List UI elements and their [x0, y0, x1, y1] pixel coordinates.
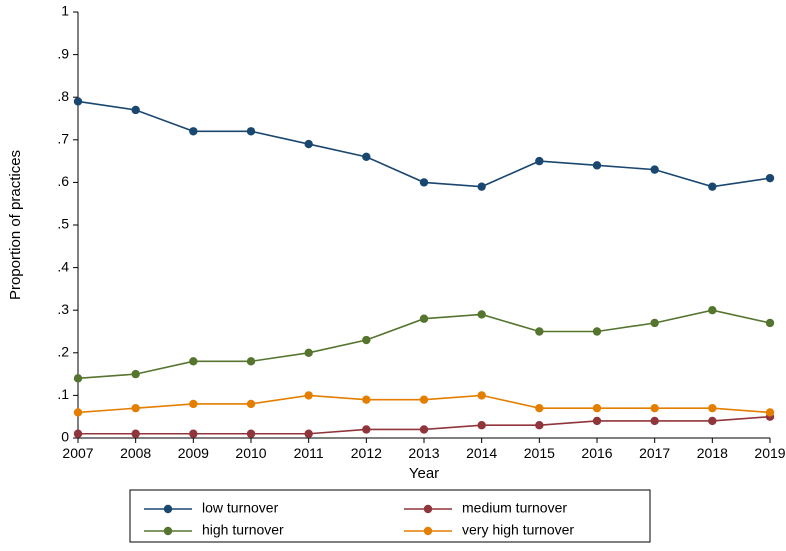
x-tick-label: 2015: [524, 445, 555, 461]
x-tick-label: 2013: [408, 445, 439, 461]
data-point: [420, 315, 428, 323]
data-point: [189, 430, 197, 438]
x-tick-label: 2016: [581, 445, 612, 461]
y-tick-label: .4: [57, 258, 69, 274]
legend-label: very high turnover: [462, 522, 574, 538]
data-point: [362, 336, 370, 344]
data-point: [708, 306, 716, 314]
x-tick-label: 2011: [294, 445, 324, 461]
data-point: [535, 404, 543, 412]
data-point: [131, 370, 139, 378]
data-point: [304, 140, 312, 148]
data-point: [535, 421, 543, 429]
data-point: [74, 374, 82, 382]
data-point: [74, 408, 82, 416]
data-point: [708, 417, 716, 425]
data-point: [247, 357, 255, 365]
x-tick-label: 2010: [235, 445, 266, 461]
data-point: [535, 327, 543, 335]
data-point: [766, 174, 774, 182]
legend-label: low turnover: [202, 500, 279, 516]
y-tick-label: .5: [57, 216, 69, 232]
data-point: [189, 357, 197, 365]
y-tick-label: .9: [57, 45, 69, 61]
data-point: [131, 430, 139, 438]
y-axis-label: Proportion of practices: [7, 150, 24, 300]
x-tick-label: 2018: [697, 445, 728, 461]
data-point: [247, 127, 255, 135]
data-point: [650, 404, 658, 412]
legend-label: medium turnover: [462, 500, 567, 516]
data-point: [131, 404, 139, 412]
data-point: [708, 404, 716, 412]
x-tick-label: 2017: [639, 445, 670, 461]
data-point: [535, 157, 543, 165]
data-point: [189, 400, 197, 408]
data-point: [766, 408, 774, 416]
data-point: [131, 106, 139, 114]
x-tick-label: 2012: [351, 445, 382, 461]
data-point: [708, 182, 716, 190]
data-point: [650, 165, 658, 173]
data-point: [420, 425, 428, 433]
x-tick-label: 2019: [754, 445, 785, 461]
y-tick-label: .1: [57, 386, 69, 402]
data-point: [304, 349, 312, 357]
data-point: [593, 404, 601, 412]
data-point: [477, 182, 485, 190]
data-point: [766, 319, 774, 327]
data-point: [477, 421, 485, 429]
x-tick-label: 2007: [62, 445, 93, 461]
y-tick-label: .7: [57, 131, 69, 147]
x-tick-label: 2008: [120, 445, 151, 461]
y-tick-label: 1: [61, 3, 69, 19]
data-point: [593, 161, 601, 169]
data-point: [362, 395, 370, 403]
x-axis-label: Year: [409, 465, 439, 482]
chart-container: { "chart": { "type": "line", "width": 78…: [0, 0, 786, 551]
data-point: [477, 391, 485, 399]
data-point: [304, 430, 312, 438]
y-tick-label: .8: [57, 88, 69, 104]
data-point: [304, 391, 312, 399]
x-tick-label: 2014: [466, 445, 497, 461]
data-point: [189, 127, 197, 135]
line-chart: 0 .1 .2 .3 .4 .5 .6 .7 .8 .9 1 2007 2008 2009 2010 2011…: [0, 0, 786, 551]
data-point: [247, 430, 255, 438]
data-point: [74, 430, 82, 438]
data-point: [420, 178, 428, 186]
data-point: [650, 319, 658, 327]
data-point: [593, 327, 601, 335]
y-tick-label: .3: [57, 301, 69, 317]
data-point: [650, 417, 658, 425]
y-tick-label: 0: [61, 429, 69, 445]
data-point: [477, 310, 485, 318]
data-point: [247, 400, 255, 408]
data-point: [362, 153, 370, 161]
y-tick-label: .6: [57, 173, 69, 189]
legend-label: high turnover: [202, 522, 284, 538]
data-point: [593, 417, 601, 425]
data-point: [420, 395, 428, 403]
data-point: [362, 425, 370, 433]
data-point: [74, 97, 82, 105]
x-tick-label: 2009: [178, 445, 209, 461]
y-tick-label: .2: [57, 344, 69, 360]
